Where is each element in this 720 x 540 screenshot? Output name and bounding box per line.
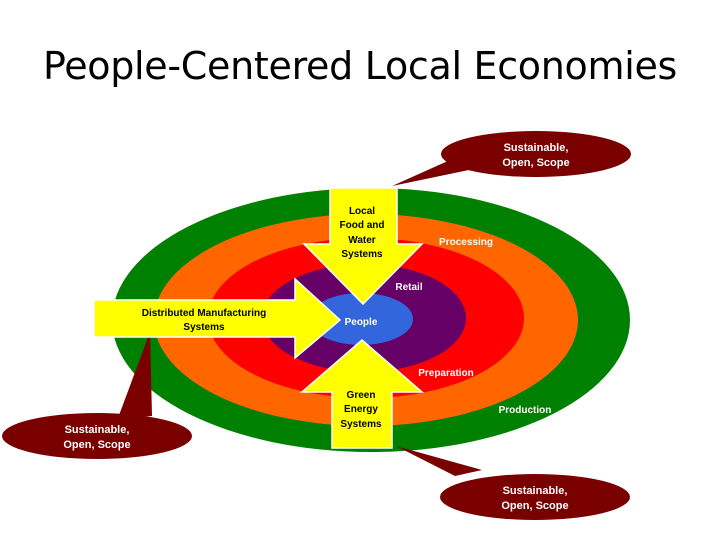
left-arrow-line-1: Distributed Manufacturing (142, 308, 266, 319)
label-production: Production (499, 405, 552, 416)
arrow-distributed-manufacturing (93, 277, 342, 360)
label-processing: Processing (439, 237, 493, 248)
top-arrow-line-2: Food and (340, 220, 385, 231)
callout-bottom-right (440, 474, 630, 520)
slide-title: People-Centered Local Economies (42, 44, 678, 88)
label-preparation: Preparation (418, 368, 474, 379)
callout-bottom-right-line-2: Open, Scope (501, 500, 568, 512)
left-arrow-line-2: Systems (183, 322, 225, 333)
bottom-arrow-line-1: Green (347, 390, 376, 401)
top-arrow-line-1: Local (349, 206, 375, 217)
callout-bottom-left-line-1: Sustainable, (65, 424, 130, 436)
label-retail: Retail (395, 282, 422, 293)
callout-tail-bottom-right (396, 446, 482, 476)
top-arrow-line-4: Systems (341, 249, 383, 260)
arrow-local-food-water (302, 187, 424, 306)
bottom-arrow-line-2: Energy (344, 404, 378, 415)
label-people: People (345, 317, 378, 328)
callout-top-right (441, 131, 631, 177)
people-center (309, 293, 413, 345)
callout-bottom-left-line-2: Open, Scope (63, 439, 130, 451)
bottom-arrow-line-3: Systems (340, 419, 382, 430)
arrow-green-energy (299, 339, 425, 449)
callout-bottom-left (2, 413, 192, 459)
callout-tail-bottom-left (118, 332, 152, 418)
callout-bottom-right-line-1: Sustainable, (503, 485, 568, 497)
top-arrow-line-3: Water (348, 235, 376, 246)
callout-top-right-line-1: Sustainable, (504, 142, 569, 154)
callout-top-right-line-2: Open, Scope (502, 157, 569, 169)
